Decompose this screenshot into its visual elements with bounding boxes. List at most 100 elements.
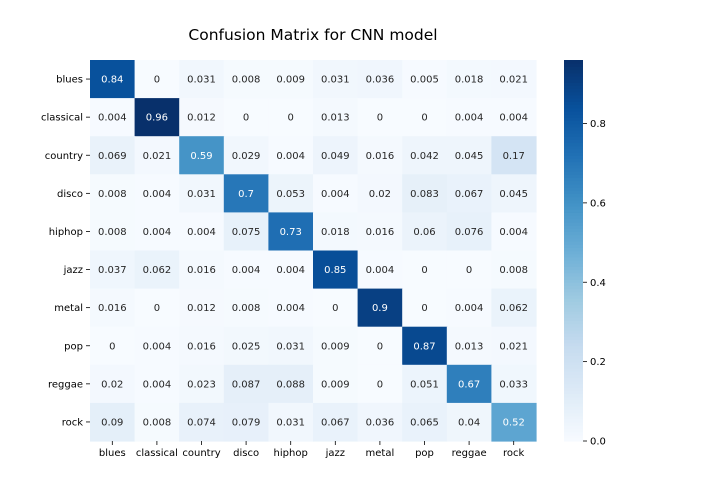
y-tick-label: reggae xyxy=(48,379,83,390)
colorbar-segment xyxy=(564,240,583,245)
heatmap-cell xyxy=(223,402,269,442)
heatmap-cells: 0.84 0 0.031 0.008 0.009 0.031 0.036 0.005 0.018… xyxy=(90,60,537,442)
heatmap-cell xyxy=(179,98,225,137)
heatmap-cell xyxy=(268,98,314,137)
colorbar-segment xyxy=(564,199,583,204)
colorbar-segment xyxy=(564,437,583,442)
heatmap-cell xyxy=(446,136,492,175)
heatmap-cell xyxy=(134,364,180,404)
colorbar-tick-label: 0.0 xyxy=(590,437,606,448)
colorbar-segment xyxy=(564,167,583,172)
cell-value-label: 0.031 xyxy=(187,75,216,86)
heatmap-cell xyxy=(402,364,448,404)
colorbar-segment xyxy=(564,326,583,331)
cell-value-label: 0.009 xyxy=(321,341,350,352)
colorbar-segment xyxy=(564,409,583,414)
heatmap-cell xyxy=(313,60,359,99)
colorbar-segment xyxy=(564,215,583,220)
cell-value-label: 0.045 xyxy=(499,189,528,200)
colorbar-segment xyxy=(564,247,583,252)
cell-value-label: 0.076 xyxy=(455,227,484,238)
heatmap-cell xyxy=(313,174,359,213)
cell-value-label: 0.17 xyxy=(503,151,525,162)
heatmap-cell xyxy=(402,212,448,252)
cell-value-label: 0.009 xyxy=(321,379,350,390)
heatmap-cell xyxy=(402,136,448,175)
heatmap-cell xyxy=(491,212,537,252)
colorbar-segment xyxy=(564,145,583,150)
heatmap-cell xyxy=(268,174,314,213)
colorbar: 0.0 0.2 0.4 0.6 0.8 xyxy=(564,60,606,448)
colorbar-segment xyxy=(564,187,583,191)
heatmap-cell xyxy=(90,174,136,213)
heatmap-cell xyxy=(134,174,180,213)
cell-value-label: 0.004 xyxy=(455,113,484,124)
cell-value-label: 0.067 xyxy=(455,189,484,200)
heatmap-cell xyxy=(446,98,492,137)
cell-value-label: 0.02 xyxy=(101,379,123,390)
colorbar-segment xyxy=(564,91,583,96)
cell-value-label: 0.67 xyxy=(458,379,480,390)
heatmap-cell xyxy=(90,136,136,175)
cell-value-label: 0.025 xyxy=(232,341,261,352)
colorbar-segment xyxy=(564,374,583,379)
cell-value-label: 0.067 xyxy=(321,417,350,428)
heatmap-cell xyxy=(446,326,492,366)
colorbar-segment xyxy=(564,196,583,201)
heatmap-cell xyxy=(357,250,403,290)
cell-value-label: 0.013 xyxy=(455,341,484,352)
heatmap-cell xyxy=(446,250,492,290)
cell-value-label: 0.004 xyxy=(499,113,528,124)
colorbar-segment xyxy=(564,136,583,140)
cell-value-label: 0.87 xyxy=(413,341,435,352)
cell-value-label: 0.004 xyxy=(276,265,305,276)
x-tick-label: blues xyxy=(99,448,126,459)
colorbar-segment xyxy=(564,190,583,194)
cell-value-label: 0.96 xyxy=(146,113,168,124)
colorbar-segment xyxy=(564,269,583,274)
colorbar-segment xyxy=(564,183,583,188)
heatmap-cell xyxy=(90,60,136,99)
colorbar-segment xyxy=(564,158,583,163)
heatmap-cell xyxy=(90,98,136,137)
heatmap-cell xyxy=(179,364,225,404)
cell-value-label: 0.069 xyxy=(98,151,127,162)
cell-value-label: 0.004 xyxy=(366,265,395,276)
colorbar-segment xyxy=(564,425,583,429)
cell-value-label: 0.02 xyxy=(369,189,391,200)
heatmap-cell xyxy=(223,326,269,366)
heatmap-cell xyxy=(357,174,403,213)
heatmap-cell xyxy=(134,60,180,99)
heatmap-cell xyxy=(491,402,537,442)
cell-value-label: 0.023 xyxy=(187,379,216,390)
colorbar-segment xyxy=(564,383,583,388)
heatmap-cell xyxy=(90,212,136,252)
colorbar-segment xyxy=(564,304,583,309)
colorbar-segment xyxy=(564,396,583,401)
heatmap-cell xyxy=(491,288,537,328)
cell-value-label: 0.065 xyxy=(410,417,439,428)
colorbar-segment xyxy=(564,148,583,153)
heatmap-cell xyxy=(313,364,359,404)
cell-value-label: 0 xyxy=(377,341,383,352)
cell-value-label: 0.004 xyxy=(499,227,528,238)
heatmap-cell xyxy=(134,288,180,328)
heatmap-cell xyxy=(491,136,537,175)
heatmap-cell xyxy=(134,250,180,290)
cell-value-label: 0.045 xyxy=(455,151,484,162)
colorbar-segment xyxy=(564,317,583,321)
heatmap-cell xyxy=(402,250,448,290)
cell-value-label: 0.005 xyxy=(410,75,439,86)
colorbar-segment xyxy=(564,123,583,128)
colorbar-segment xyxy=(564,209,583,213)
cell-value-label: 0 xyxy=(421,113,427,124)
heatmap-cell xyxy=(402,288,448,328)
cell-value-label: 0.59 xyxy=(190,151,212,162)
colorbar-segment xyxy=(564,63,583,67)
cell-value-label: 0.036 xyxy=(366,75,395,86)
heatmap-cell xyxy=(491,326,537,366)
heatmap-cell xyxy=(491,250,537,290)
cell-value-label: 0.004 xyxy=(455,303,484,314)
y-tick-label: blues xyxy=(56,75,83,86)
colorbar-segment xyxy=(564,75,583,80)
